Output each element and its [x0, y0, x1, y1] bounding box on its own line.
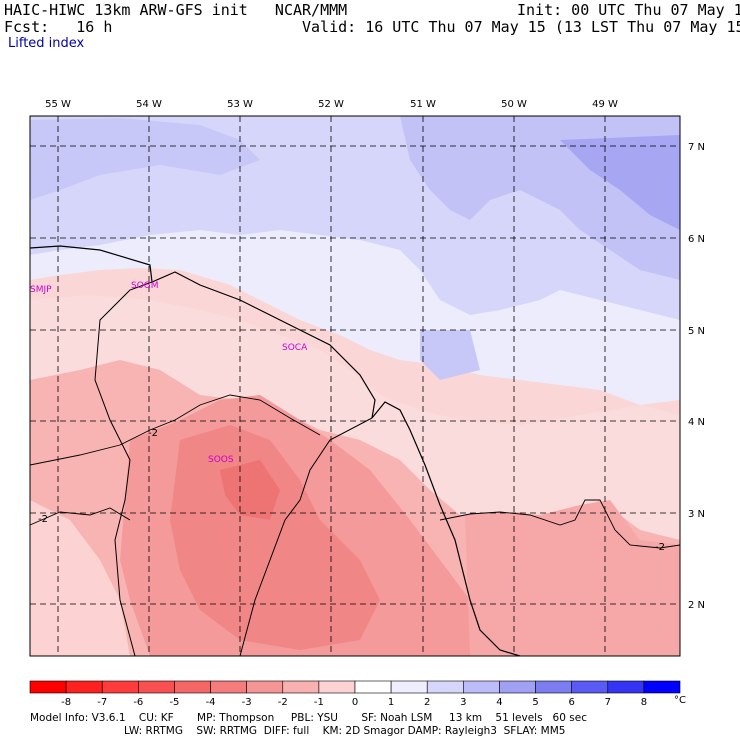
- colorbar-swatch: [390, 680, 428, 694]
- stable-region-5: [30, 118, 260, 200]
- colorbar-tick-label: 0: [352, 697, 358, 708]
- lat-label: 7 N: [688, 142, 705, 153]
- colorbar-swatch: [29, 680, 67, 694]
- colorbar-tick-label: -1: [314, 697, 324, 708]
- lat-label: 2 N: [688, 600, 705, 611]
- colorbar-swatch: [101, 680, 139, 694]
- colorbar-tick-label: 2: [424, 697, 430, 708]
- lon-label: 49 W: [592, 99, 618, 110]
- colorbar-swatch: [210, 680, 247, 694]
- colorbar-swatch: [535, 680, 572, 694]
- contour-label: -2: [655, 542, 665, 553]
- colorbar-labels: -8 -7 -6 -5 -4 -3 -2 -1 0 1 2 3 4 5 6 7 8: [61, 697, 647, 708]
- colorbar-swatch: [426, 680, 464, 694]
- coastal-neutral: [30, 500, 130, 656]
- field-name: Lifted index: [8, 36, 85, 51]
- model-info-line1: Model Info: V3.6.1 CU: KF MP: Thompson P…: [30, 712, 587, 724]
- station-sogm: SOGM: [131, 281, 159, 291]
- lon-label: 54 W: [136, 99, 162, 110]
- init-time: Init: 00 UTC Thu 07 May 15: [517, 1, 740, 19]
- colorbar-tick-label: 4: [496, 697, 502, 708]
- colorbar-swatch: [174, 680, 211, 694]
- lat-label: 4 N: [688, 417, 705, 428]
- contour-label: -2: [148, 428, 158, 439]
- colorbar: [29, 680, 681, 694]
- borders: [94, 281, 373, 657]
- model-title: HAIC-HIWC 13km ARW-GFS init NCAR/MMM: [4, 1, 348, 19]
- colorbar-swatch: [318, 680, 356, 694]
- colorbar-swatch: [499, 680, 536, 694]
- colorbar-swatch: [643, 680, 681, 694]
- stable-blob: [420, 330, 480, 380]
- colorbar-swatch: [463, 680, 500, 694]
- colorbar-swatch: [282, 680, 320, 694]
- coastline: [29, 245, 521, 657]
- colorbar-swatch: [138, 680, 175, 694]
- lon-label: 52 W: [318, 99, 344, 110]
- unstable-zone-east: [465, 500, 680, 656]
- contour-label: -2: [38, 514, 48, 525]
- colorbar-swatch: [65, 680, 103, 694]
- lon-label: 55 W: [45, 99, 71, 110]
- contour-minus2: [29, 394, 681, 549]
- colorbar-tick-label: 6: [568, 697, 574, 708]
- colorbar-tick-label: 3: [460, 697, 466, 708]
- lon-label: 50 W: [501, 99, 527, 110]
- colorbar-tick-label: -6: [133, 697, 143, 708]
- unstable-core: [220, 460, 280, 520]
- lat-label: 6 N: [688, 234, 705, 245]
- model-info-line2: LW: RRTMG SW: RRTMG DIFF: full KM: 2D Sm…: [124, 725, 566, 737]
- colorbar-tick-label: -5: [169, 697, 179, 708]
- lat-label: 3 N: [688, 509, 705, 520]
- station-smjp: SMJP: [30, 285, 52, 295]
- colorbar-tick-label: -3: [242, 697, 252, 708]
- lon-label: 51 W: [410, 99, 436, 110]
- colorbar-tick-label: 1: [388, 697, 394, 708]
- station-soos: SOOS: [208, 455, 234, 465]
- colorbar-tick-label: -2: [278, 697, 288, 708]
- colorbar-tick-label: 8: [641, 697, 647, 708]
- colorbar-swatch: [607, 680, 645, 694]
- colorbar-swatch: [246, 680, 284, 694]
- graticule: [30, 116, 680, 656]
- colorbar-swatch: [354, 680, 392, 694]
- stable-region-4: [560, 135, 680, 230]
- colorbar-tick-label: -8: [61, 697, 71, 708]
- lon-label: 53 W: [227, 99, 253, 110]
- valid-time: Valid: 16 UTC Thu 07 May 15 (13 LST Thu …: [302, 18, 740, 36]
- colorbar-unit: °C: [674, 695, 686, 706]
- colorbar-swatch: [571, 680, 609, 694]
- lat-label: 5 N: [688, 326, 705, 337]
- colorbar-tick-label: 5: [532, 697, 538, 708]
- forecast-hour: Fcst: 16 h: [4, 18, 113, 36]
- station-soca: SOCA: [282, 343, 308, 353]
- colorbar-tick-label: -4: [206, 697, 216, 708]
- colorbar-tick-label: 7: [605, 697, 611, 708]
- colorbar-tick-label: -7: [97, 697, 107, 708]
